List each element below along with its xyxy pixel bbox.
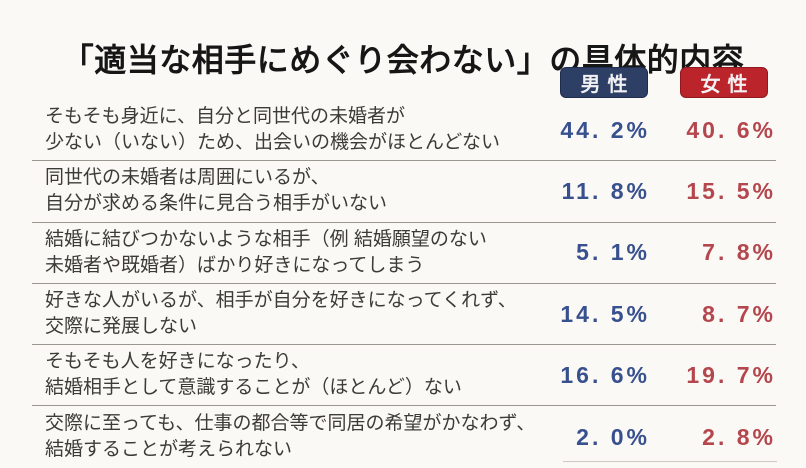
legend: 男性 女性 — [560, 67, 768, 98]
row-label-line1: 結婚に結びつかないような相手（例 結婚願望のない — [45, 228, 487, 250]
male-value: 11. 8% — [561, 177, 650, 204]
row-label-line1: そもそも人を好きになったり、 — [45, 351, 310, 373]
row-label-line1: そもそも身近に、自分と同世代の未婚者が — [45, 106, 406, 128]
table-row: 結婚に結びつかないような相手（例 結婚願望のない 未婚者や既婚者）ばかり好きにな… — [32, 223, 776, 284]
rows: そもそも身近に、自分と同世代の未婚者が 少ない（いない）ため、出会いの機会がほと… — [32, 100, 776, 468]
female-value: 15. 5% — [686, 177, 776, 204]
row-label-line2: 自分が求める条件に見合う相手がいない — [45, 193, 388, 215]
row-label-line2: 結婚相手として意識することが（ほとんど）ない — [45, 377, 462, 399]
male-value: 16. 6% — [560, 361, 650, 388]
row-label-line2: 交際に発展しない — [45, 316, 198, 338]
legend-female-badge: 女性 — [680, 67, 768, 98]
female-value: 8. 7% — [702, 300, 776, 327]
male-value: 2. 0% — [576, 423, 650, 450]
row-label-line1: 同世代の未婚者は周囲にいるが、 — [45, 167, 330, 189]
female-value: 2. 8% — [702, 423, 776, 450]
legend-male-badge: 男性 — [560, 67, 648, 98]
female-value: 19. 7% — [686, 361, 776, 388]
table-row: 同世代の未婚者は周囲にいるが、 自分が求める条件に見合う相手がいない 11. 8… — [32, 161, 776, 223]
male-value: 5. 1% — [576, 239, 650, 266]
table-row: そもそも身近に、自分と同世代の未婚者が 少ない（いない）ため、出会いの機会がほと… — [32, 100, 776, 162]
row-label: そもそも人を好きになったり、 結婚相手として意識することが（ほとんど）ない — [32, 349, 538, 401]
male-value: 44. 2% — [560, 116, 650, 143]
row-label: 好きな人がいるが、相手が自分を好きになってくれず、 交際に発展しない — [32, 288, 538, 340]
male-value: 14. 5% — [560, 300, 650, 327]
table-row: 交際に至っても、仕事の都合等で同居の希望がかなわず、 結婚することが考えられない… — [32, 406, 776, 467]
row-label: そもそも身近に、自分と同世代の未婚者が 少ない（いない）ため、出会いの機会がほと… — [32, 104, 538, 156]
row-label-line1: 好きな人がいるが、相手が自分を好きになってくれず、 — [45, 290, 517, 312]
row-label-line2: 少ない（いない）ため、出会いの機会がほとんどない — [45, 132, 501, 154]
female-value: 40. 6% — [686, 116, 776, 143]
table-row: そもそも人を好きになったり、 結婚相手として意識することが（ほとんど）ない 16… — [32, 345, 776, 407]
row-label: 結婚に結びつかないような相手（例 結婚願望のない 未婚者や既婚者）ばかり好きにな… — [32, 227, 538, 279]
female-value: 7. 8% — [702, 239, 776, 266]
table-row: 好きな人がいるが、相手が自分を好きになってくれず、 交際に発展しない 14. 5… — [32, 284, 776, 346]
row-label-line2: 未婚者や既婚者）ばかり好きになってしまう — [45, 254, 425, 276]
partial-bottom-rule — [563, 461, 777, 462]
row-label: 交際に至っても、仕事の都合等で同居の希望がかなわず、 結婚することが考えられない — [32, 411, 538, 463]
row-label: 同世代の未婚者は周囲にいるが、 自分が求める条件に見合う相手がいない — [32, 165, 538, 217]
row-label-line1: 交際に至っても、仕事の都合等で同居の希望がかなわず、 — [45, 413, 536, 435]
row-label-line2: 結婚することが考えられない — [45, 439, 293, 461]
